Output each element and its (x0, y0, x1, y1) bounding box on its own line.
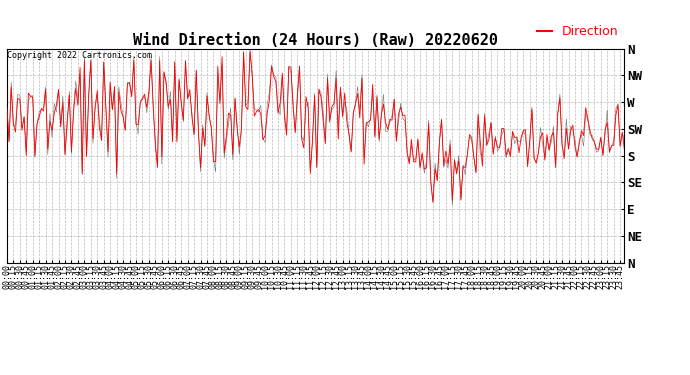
Legend: Direction: Direction (537, 25, 618, 38)
Text: Copyright 2022 Cartronics.com: Copyright 2022 Cartronics.com (7, 51, 152, 60)
Title: Wind Direction (24 Hours) (Raw) 20220620: Wind Direction (24 Hours) (Raw) 20220620 (133, 33, 498, 48)
